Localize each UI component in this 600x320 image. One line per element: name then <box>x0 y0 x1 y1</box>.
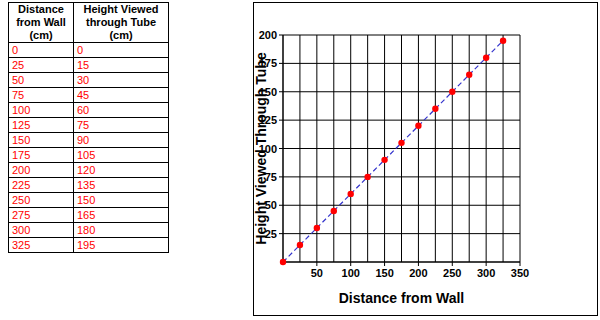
table-cell: 195 <box>74 238 169 253</box>
grid-line <box>283 148 520 149</box>
y-tick <box>279 148 283 149</box>
table-cell: 275 <box>9 208 74 223</box>
data-point <box>297 242 303 248</box>
plot-area <box>280 37 506 265</box>
y-tick <box>279 205 283 206</box>
table-row: 2515 <box>9 58 169 73</box>
header-row: Distance from Wall (cm)Height Viewed thr… <box>9 3 169 43</box>
data-point <box>432 106 438 112</box>
chart-frame <box>254 3 598 316</box>
table-cell: 30 <box>74 73 169 88</box>
table-cell: 150 <box>74 193 169 208</box>
data-point <box>348 191 354 197</box>
table-cell: 90 <box>74 133 169 148</box>
x-tick-label: 350 <box>511 267 529 279</box>
data-point <box>449 89 455 95</box>
table-cell: 105 <box>74 148 169 163</box>
data-point <box>381 157 387 163</box>
table-cell: 60 <box>74 103 169 118</box>
x-tick-label: 100 <box>342 267 360 279</box>
y-tick <box>279 233 283 234</box>
data-point <box>466 72 472 78</box>
table-cell: 0 <box>9 43 74 58</box>
table-row: 7545 <box>9 88 169 103</box>
table-cell: 0 <box>74 43 169 58</box>
table-row: 200120 <box>9 163 169 178</box>
header-cell: Height Viewed through Tube (cm) <box>74 3 169 43</box>
table-cell: 15 <box>74 58 169 73</box>
table-cell: 300 <box>9 223 74 238</box>
table-row: 300180 <box>9 223 169 238</box>
table-cell: 250 <box>9 193 74 208</box>
table-row: 00 <box>9 43 169 58</box>
data-point <box>415 123 421 129</box>
table-row: 5030 <box>9 73 169 88</box>
table-cell: 75 <box>9 88 74 103</box>
x-tick <box>520 262 521 266</box>
x-axis-label: Distance from Wall <box>339 290 465 306</box>
table-cell: 180 <box>74 223 169 238</box>
data-point <box>364 174 370 180</box>
table-cell: 50 <box>9 73 74 88</box>
table-row: 275165 <box>9 208 169 223</box>
header-cell: Distance from Wall (cm) <box>9 3 74 43</box>
table-cell: 135 <box>74 178 169 193</box>
x-tick-label: 300 <box>477 267 495 279</box>
table-cell: 150 <box>9 133 74 148</box>
table-row: 12575 <box>9 118 169 133</box>
table-cell: 120 <box>74 163 169 178</box>
x-tick <box>418 262 419 266</box>
grid-line <box>283 91 520 92</box>
table-cell: 325 <box>9 238 74 253</box>
data-point <box>314 225 320 231</box>
table-row: 250150 <box>9 193 169 208</box>
grid-line <box>283 35 520 36</box>
y-tick-label: 200 <box>259 29 277 41</box>
y-tick <box>279 35 283 36</box>
table-cell: 75 <box>74 118 169 133</box>
x-tick <box>384 262 385 266</box>
table-cell: 200 <box>9 163 74 178</box>
chart: 5010015020025030035025507510012515017520… <box>0 0 600 320</box>
data-point <box>398 140 404 146</box>
table-row: 15090 <box>9 133 169 148</box>
grid-line <box>283 63 520 64</box>
y-tick <box>279 120 283 121</box>
data-point <box>280 259 286 265</box>
x-axis <box>283 261 520 263</box>
data-point <box>500 37 506 43</box>
grid-line <box>283 176 520 177</box>
table-cell: 45 <box>74 88 169 103</box>
table-row: 325195 <box>9 238 169 253</box>
x-tick-label: 150 <box>375 267 393 279</box>
y-tick <box>279 91 283 92</box>
table-cell: 175 <box>9 148 74 163</box>
table-cell: 225 <box>9 178 74 193</box>
x-tick <box>452 262 453 266</box>
data-point <box>331 208 337 214</box>
x-tick <box>316 262 317 266</box>
y-tick <box>279 63 283 64</box>
data-point <box>483 55 489 61</box>
table-row: 175105 <box>9 148 169 163</box>
x-tick-label: 250 <box>443 267 461 279</box>
grid-line <box>283 205 520 206</box>
table-cell: 165 <box>74 208 169 223</box>
y-tick <box>279 176 283 177</box>
table-cell: 25 <box>9 58 74 73</box>
table-cell: 125 <box>9 118 74 133</box>
data-table: Distance from Wall (cm)Height Viewed thr… <box>8 2 169 253</box>
trend-line <box>283 41 503 262</box>
table-row: 225135 <box>9 178 169 193</box>
x-tick <box>486 262 487 266</box>
x-tick-label: 50 <box>311 267 323 279</box>
grid-line <box>283 233 520 234</box>
x-tick <box>350 262 351 266</box>
x-tick-label: 200 <box>409 267 427 279</box>
y-axis-label: Height Viewed Through Tube <box>253 52 269 245</box>
grid-line <box>283 120 520 121</box>
table-cell: 100 <box>9 103 74 118</box>
table-row: 10060 <box>9 103 169 118</box>
